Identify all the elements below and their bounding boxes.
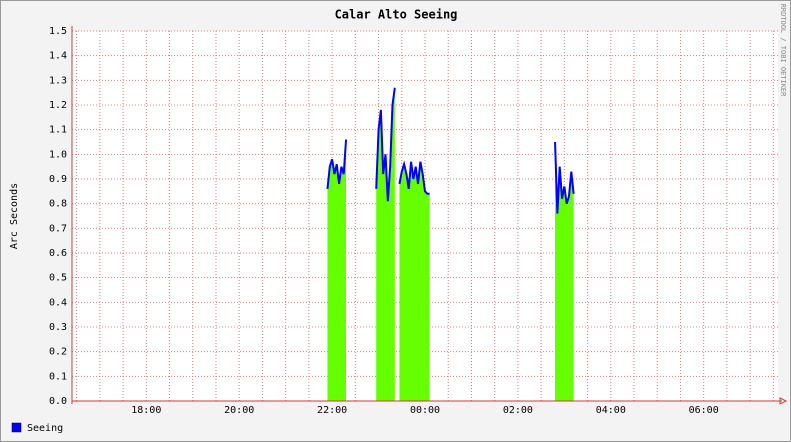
x-tick-label: 20:00	[224, 405, 254, 416]
y-tick-label: 1.0	[49, 149, 67, 160]
y-tick-label: 1.2	[49, 100, 67, 111]
y-tick-label: 1.5	[49, 26, 67, 37]
x-tick-label: 00:00	[410, 405, 440, 416]
y-tick-label: 0.6	[49, 248, 67, 259]
y-tick-label: 0.4	[49, 297, 67, 308]
legend-label: Seeing	[27, 423, 63, 434]
area	[327, 87, 574, 401]
y-axis-label: Arc Seconds	[9, 183, 20, 249]
watermark: RRDTOOL / TOBI OETIKER	[779, 4, 787, 98]
line	[326, 87, 575, 214]
y-tick-label: 0.0	[49, 396, 67, 407]
y-tick-label: 1.4	[49, 51, 67, 62]
y-tick-label: 0.8	[49, 199, 67, 210]
x-tick-label: 18:00	[131, 405, 161, 416]
y-tick-label: 1.3	[49, 75, 67, 86]
y-tick-label: 0.9	[49, 174, 67, 185]
chart-title: Calar Alto Seeing	[335, 8, 458, 22]
y-tick-label: 0.2	[49, 347, 67, 358]
y-tick-label: 0.1	[49, 371, 67, 382]
x-tick-label: 02:00	[503, 405, 533, 416]
x-tick-label: 04:00	[596, 405, 626, 416]
x-axis-arrow	[779, 397, 788, 405]
y-tick-label: 1.1	[49, 125, 67, 136]
x-tick-label: 22:00	[317, 405, 347, 416]
y-tick-label: 0.3	[49, 322, 67, 333]
y-tick-label: 0.7	[49, 223, 67, 234]
x-tick-label: 06:00	[689, 405, 719, 416]
y-tick-label: 0.5	[49, 273, 67, 284]
legend-swatch	[11, 422, 22, 433]
